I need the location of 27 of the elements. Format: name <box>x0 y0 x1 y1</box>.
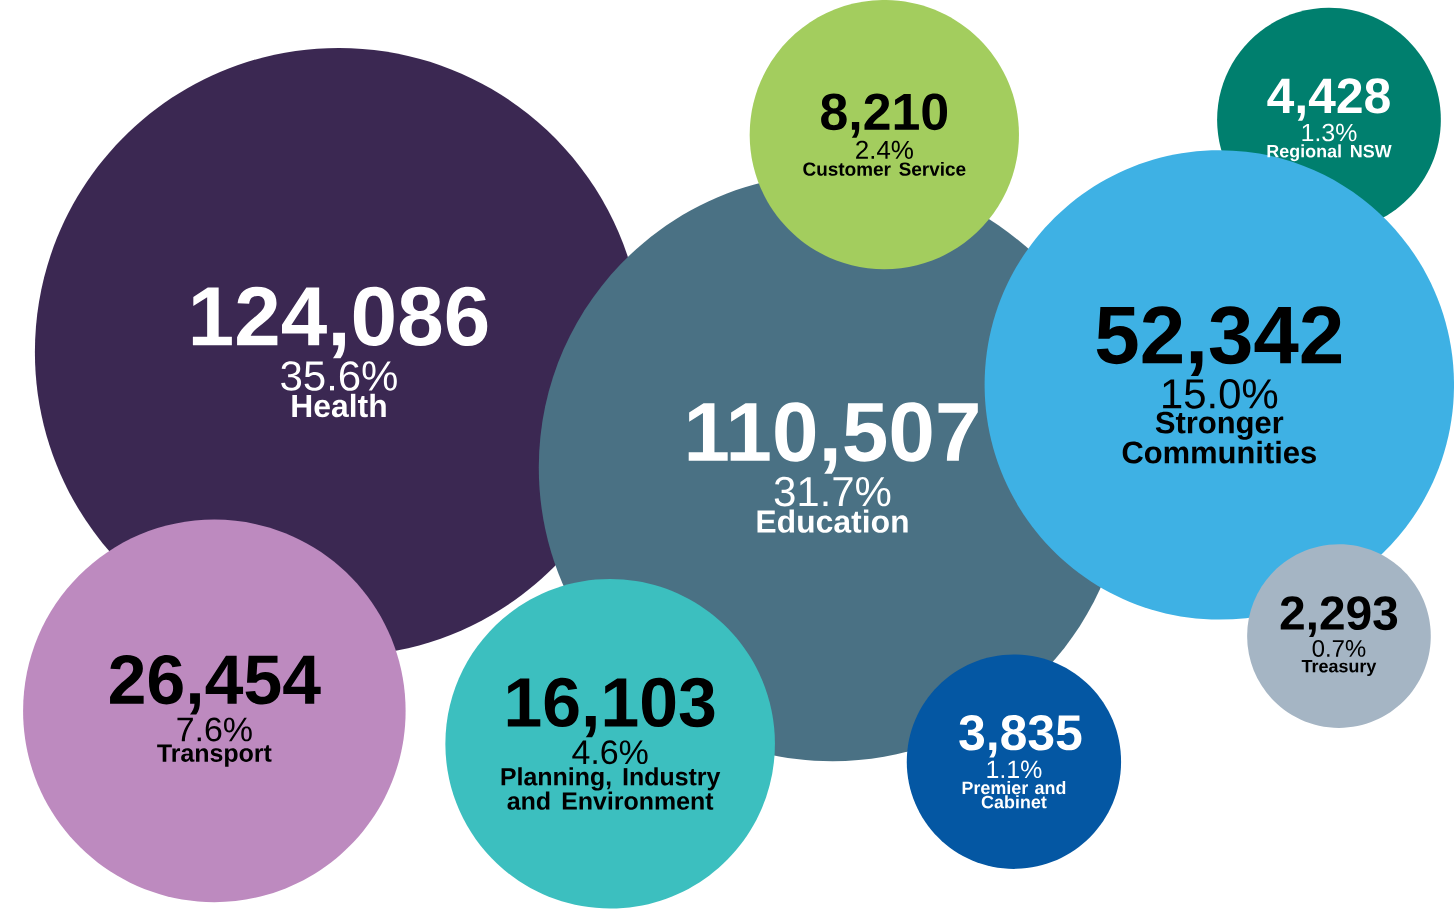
text: 1.3% <box>1302 123 1357 142</box>
data-label: 8,210 <box>821 93 948 138</box>
category-label: Transport <box>157 744 272 767</box>
data-label: 110,507 <box>688 402 978 474</box>
data-label: 52,342 <box>1096 306 1342 376</box>
category-label: Regional NSW <box>1267 144 1392 162</box>
data-label: 2,293 <box>1280 596 1398 637</box>
data-label: 4,428 <box>1267 78 1390 121</box>
text: 35.6% <box>281 361 397 391</box>
data-label: 26,454 <box>110 654 321 715</box>
text: 4.6% <box>572 740 648 765</box>
category-label: Health <box>292 393 386 418</box>
text: 2.4% <box>856 140 913 159</box>
category-label: Premier and Cabinet <box>962 780 1066 809</box>
text: 15.0% <box>1163 378 1278 409</box>
data-label: 124,086 <box>192 286 488 359</box>
data-label: 16,103 <box>507 677 715 738</box>
category-label: Planning, Industry and Environment <box>501 767 721 810</box>
text: 1.1% <box>987 760 1042 778</box>
text: 31.7% <box>774 476 891 507</box>
category-label: Customer Service <box>803 161 966 176</box>
category-label: Stronger Communities <box>1122 411 1316 464</box>
data-label: 3,835 <box>959 714 1082 758</box>
text: 0.7% <box>1312 639 1366 657</box>
text: 7.6% <box>177 717 252 742</box>
category-label: Treasury <box>1301 659 1377 676</box>
category-label: Education <box>757 509 908 533</box>
